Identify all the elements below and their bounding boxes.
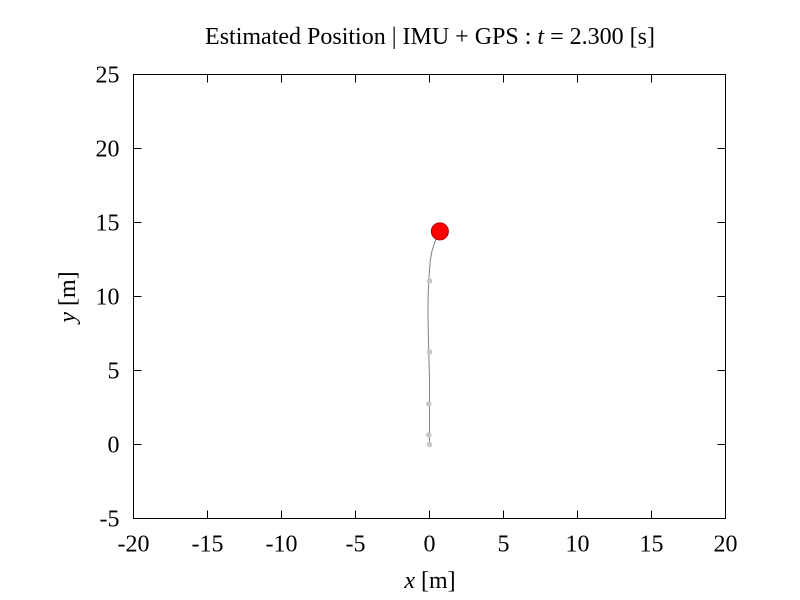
x-tick-label: 10 <box>566 532 590 558</box>
x-tick-label: 0 <box>424 532 436 558</box>
x-axis-label-var: x <box>403 568 415 594</box>
x-tick-label: -15 <box>192 532 224 558</box>
chart-title-var: t <box>537 24 545 50</box>
x-tick-label: -20 <box>118 532 150 558</box>
y-tick-label: 0 <box>108 433 120 459</box>
x-axis-label-unit: [m] <box>415 568 456 594</box>
y-tick-label: 15 <box>96 211 120 237</box>
y-tick-label: 5 <box>108 359 120 385</box>
gps-fix-point <box>426 278 433 284</box>
gps-fix-point <box>426 349 433 355</box>
y-axis-label: y [m] <box>55 271 81 324</box>
x-axis-label: x [m] <box>403 568 455 594</box>
gps-fix-point <box>426 441 433 448</box>
x-tick-label: 5 <box>498 532 510 558</box>
x-tick-label: -5 <box>346 532 366 558</box>
axis-ticks <box>133 74 726 519</box>
x-tick-label: 15 <box>640 532 664 558</box>
plot-frame <box>133 74 726 519</box>
y-tick-label: -5 <box>100 507 120 533</box>
y-axis-label-var: y <box>55 312 81 325</box>
current-position-marker <box>430 222 449 241</box>
chart-title: Estimated Position | IMU + GPS : t = 2.3… <box>205 24 655 50</box>
chart-title-prefix: Estimated Position | IMU + GPS : <box>205 24 537 50</box>
x-tick-label: 20 <box>714 532 738 558</box>
gps-fix-point <box>425 432 432 438</box>
trajectory-line <box>427 231 441 445</box>
y-axis-label-unit: [m] <box>55 271 81 312</box>
y-tick-labels: -5 0 5 10 15 20 25 <box>96 63 120 533</box>
gps-fix-point <box>425 401 432 407</box>
y-tick-label: 20 <box>96 137 120 163</box>
x-tick-labels: -20 -15 -10 -5 0 5 10 15 20 <box>118 532 738 558</box>
y-tick-label: 10 <box>96 285 120 311</box>
series-layer <box>425 222 449 448</box>
y-tick-label: 25 <box>96 63 120 89</box>
x-tick-label: -10 <box>266 532 298 558</box>
chart-title-suffix: = 2.300 [s] <box>544 24 655 50</box>
